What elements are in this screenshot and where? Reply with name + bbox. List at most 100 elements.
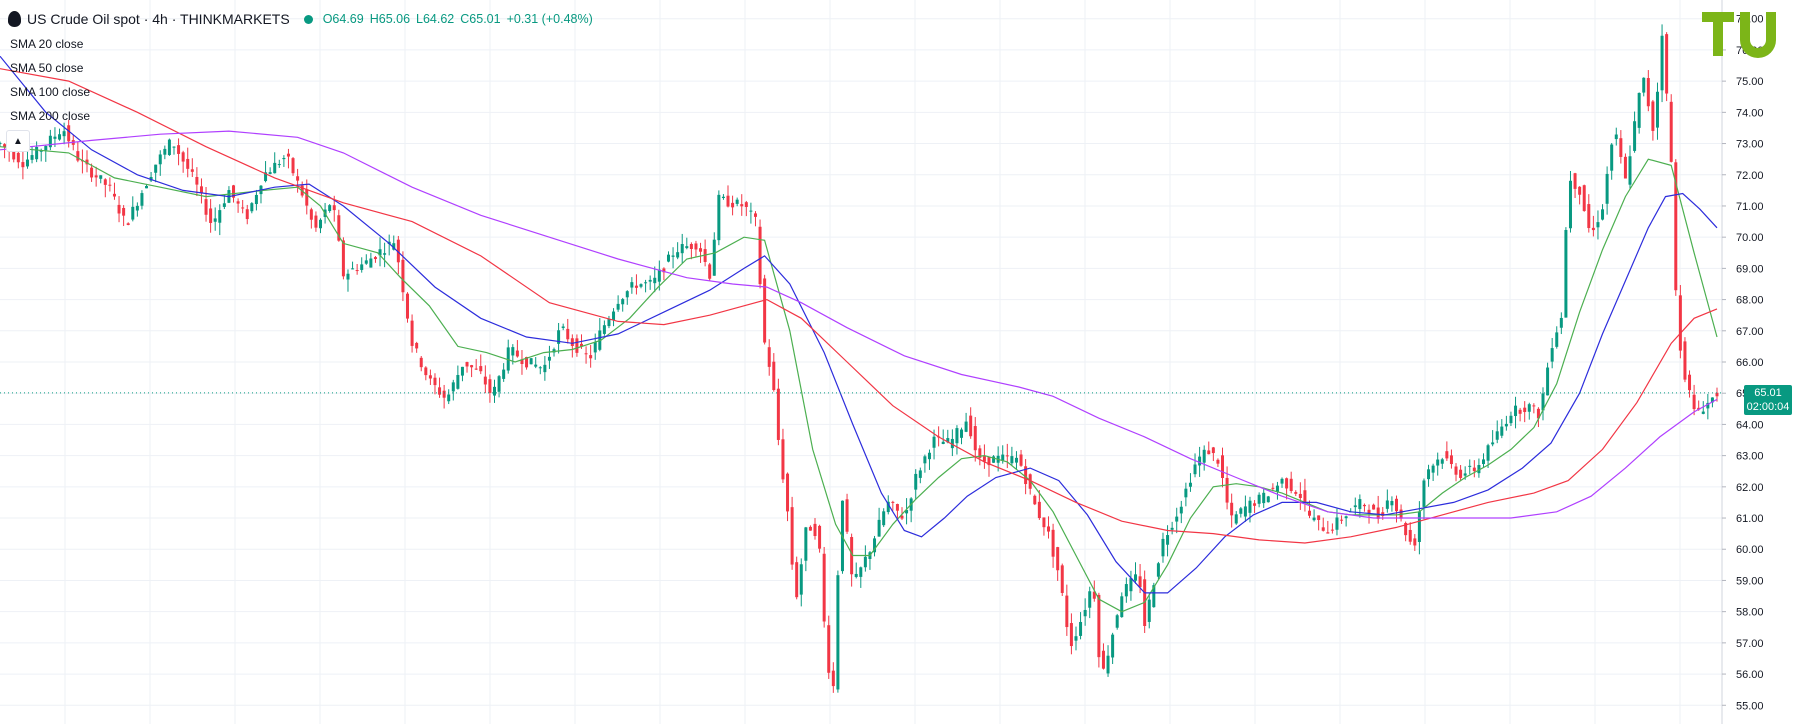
sma-line-20 <box>0 146 1718 613</box>
candle-body <box>877 519 881 537</box>
candle-body <box>1312 517 1316 521</box>
candle-body <box>671 255 675 257</box>
candle-body <box>1335 517 1339 530</box>
candle-body <box>1463 473 1467 476</box>
candle-body <box>854 573 858 577</box>
price-axis[interactable]: 55.00 56.00 57.00 58.00 59.00 60.00 61.00 62.00… <box>1721 0 1764 724</box>
indicator-sma20[interactable]: SMA 20 close <box>10 37 84 51</box>
candle-body <box>1193 464 1197 475</box>
candle-body <box>1326 532 1330 534</box>
candle-body <box>1486 445 1490 461</box>
candle-body <box>135 205 139 211</box>
candle-body <box>108 184 112 186</box>
candle-body <box>978 448 982 458</box>
candle-body <box>122 207 126 216</box>
candle-body <box>488 379 492 393</box>
candle-body <box>1042 517 1046 528</box>
candle-body <box>470 365 474 368</box>
candle-body <box>1047 526 1051 532</box>
candle-body <box>25 159 29 167</box>
candle-body <box>1587 204 1591 229</box>
candle-body <box>579 343 583 347</box>
candle-body <box>1394 498 1398 512</box>
candle-body <box>401 259 405 293</box>
price-tick-label: 56.00 <box>1736 669 1764 681</box>
candle-body <box>1138 576 1142 588</box>
symbol-title[interactable]: US Crude Oil spot · 4h · THINKMARKETS <box>27 11 290 27</box>
candle-body <box>1266 496 1270 503</box>
candle-body <box>1440 459 1444 464</box>
candle-body <box>364 260 368 264</box>
chart-legend: US Crude Oil spot · 4h · THINKMARKETS O6… <box>4 6 599 128</box>
candle-body <box>1257 494 1261 504</box>
candle-body <box>1408 529 1412 542</box>
candle-body <box>1280 478 1284 484</box>
candle-body <box>282 157 286 160</box>
candle-body <box>1285 478 1289 489</box>
candle-body <box>1362 504 1366 507</box>
candle-body <box>1234 514 1238 524</box>
candle-body <box>900 515 904 519</box>
candle-body <box>369 258 373 268</box>
candle-body <box>1619 138 1623 157</box>
candle-body <box>680 244 684 254</box>
candle-body <box>960 429 964 438</box>
price-tick-label: 70.00 <box>1736 232 1764 244</box>
candle-body <box>204 199 208 215</box>
candle-body <box>332 205 336 211</box>
candle-body <box>1509 415 1513 424</box>
candle-body <box>1500 426 1504 436</box>
collapse-legend-button[interactable]: ▲ <box>6 130 30 152</box>
candle-body <box>859 567 863 577</box>
candle-body <box>1614 134 1618 140</box>
candle-body <box>1683 341 1687 380</box>
candle-body <box>685 246 689 249</box>
candle-body <box>1321 527 1325 531</box>
candle-body <box>1069 623 1073 647</box>
candle-body <box>1156 563 1160 577</box>
price-tick-label: 62.00 <box>1736 482 1764 494</box>
candle-body <box>131 206 135 220</box>
candle-body <box>946 438 950 443</box>
candle-body <box>992 456 996 463</box>
candle-body <box>1184 488 1188 498</box>
candle-body <box>1610 144 1614 171</box>
price-tick-label: 68.00 <box>1736 295 1764 307</box>
candle-body <box>1037 501 1041 519</box>
indicator-sma100[interactable]: SMA 100 close <box>10 85 91 99</box>
candle-body <box>241 207 245 209</box>
candle-body <box>1573 173 1577 189</box>
candle-body <box>662 268 666 273</box>
price-tick-label: 72.00 <box>1736 170 1764 182</box>
candle-body <box>1459 469 1463 478</box>
candle-body <box>1115 615 1119 628</box>
candle-body <box>831 670 835 687</box>
candle-body <box>21 162 25 168</box>
candle-body <box>99 175 103 179</box>
candle-body <box>712 239 716 276</box>
candle-body <box>534 364 538 367</box>
candle-body <box>1546 367 1550 396</box>
price-tick-label: 58.00 <box>1736 607 1764 619</box>
candle-body <box>502 369 506 379</box>
high-value: H65.06 <box>369 12 411 26</box>
symbol-header[interactable]: US Crude Oil spot · 4h · THINKMARKETS O6… <box>4 6 599 32</box>
price-tick-label: 75.00 <box>1736 76 1764 88</box>
candle-body <box>895 504 899 511</box>
candle-body <box>1518 409 1522 414</box>
candle-body <box>1404 522 1408 536</box>
indicator-sma50[interactable]: SMA 50 close <box>10 61 84 75</box>
candle-body <box>1129 578 1133 592</box>
candle-body <box>351 268 355 270</box>
candle-body <box>1591 227 1595 231</box>
candle-body <box>1633 121 1637 151</box>
candle-body <box>177 145 181 154</box>
candle-body <box>1688 374 1692 391</box>
candle-body <box>1536 408 1540 419</box>
candle-body <box>30 155 34 160</box>
bar-countdown: 02:00:04 <box>1746 400 1790 413</box>
candle-body <box>1372 504 1376 510</box>
indicator-sma200[interactable]: SMA 200 close <box>10 109 91 123</box>
